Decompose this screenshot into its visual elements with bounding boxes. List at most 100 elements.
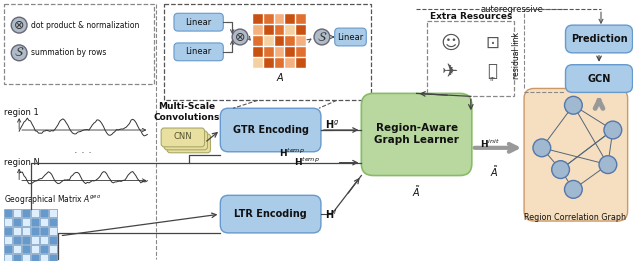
FancyBboxPatch shape bbox=[566, 25, 632, 53]
Bar bbox=[13, 209, 21, 217]
FancyBboxPatch shape bbox=[174, 13, 223, 31]
Bar bbox=[49, 227, 56, 235]
Text: ✈: ✈ bbox=[442, 61, 458, 80]
Circle shape bbox=[604, 121, 621, 139]
Text: LTR Encoding: LTR Encoding bbox=[234, 209, 307, 219]
Bar bbox=[31, 236, 39, 244]
Text: $\mathbf{H}^{temp}$: $\mathbf{H}^{temp}$ bbox=[280, 146, 305, 159]
Text: $\otimes$: $\otimes$ bbox=[13, 19, 25, 32]
Bar bbox=[164, 4, 371, 100]
FancyBboxPatch shape bbox=[524, 89, 628, 221]
Circle shape bbox=[552, 161, 570, 178]
Text: region 1: region 1 bbox=[4, 108, 39, 117]
FancyBboxPatch shape bbox=[220, 108, 321, 152]
Circle shape bbox=[564, 181, 582, 198]
Text: region N: region N bbox=[4, 158, 40, 167]
Bar bbox=[253, 14, 263, 24]
Text: $\mathbf{H}^{init}$: $\mathbf{H}^{init}$ bbox=[479, 138, 499, 150]
Bar bbox=[285, 47, 295, 57]
Text: Extra Resources: Extra Resources bbox=[429, 12, 512, 21]
FancyBboxPatch shape bbox=[164, 131, 207, 150]
Bar bbox=[49, 245, 56, 253]
Circle shape bbox=[232, 29, 248, 45]
Bar bbox=[4, 4, 154, 84]
Text: ⊡: ⊡ bbox=[486, 34, 499, 52]
Text: $\mathbf{H}^g$: $\mathbf{H}^g$ bbox=[325, 119, 339, 131]
Bar bbox=[4, 236, 12, 244]
Bar bbox=[264, 25, 273, 35]
Bar bbox=[296, 58, 306, 68]
Text: A: A bbox=[276, 73, 284, 83]
Bar bbox=[22, 254, 30, 261]
Bar bbox=[49, 218, 56, 226]
Bar bbox=[13, 218, 21, 226]
FancyBboxPatch shape bbox=[362, 93, 472, 176]
Text: Region Correlation Graph: Region Correlation Graph bbox=[524, 212, 627, 222]
FancyBboxPatch shape bbox=[220, 195, 321, 233]
Text: summation by rows: summation by rows bbox=[31, 48, 106, 57]
Bar bbox=[49, 209, 56, 217]
Bar bbox=[264, 47, 273, 57]
Bar bbox=[285, 25, 295, 35]
Bar bbox=[13, 245, 21, 253]
Bar bbox=[40, 245, 48, 253]
Bar bbox=[22, 254, 30, 261]
FancyBboxPatch shape bbox=[566, 65, 632, 92]
Bar bbox=[264, 58, 273, 68]
Bar bbox=[31, 245, 39, 253]
Text: Region-Aware
Graph Learner: Region-Aware Graph Learner bbox=[374, 123, 459, 145]
Bar bbox=[275, 36, 284, 46]
Text: $\mathbf{H}^l$: $\mathbf{H}^l$ bbox=[325, 207, 337, 221]
Bar bbox=[4, 236, 12, 244]
Bar bbox=[31, 236, 39, 244]
Bar bbox=[4, 218, 12, 226]
Text: $\mathcal{S}$: $\mathcal{S}$ bbox=[14, 46, 24, 59]
Text: $\tilde{A}$: $\tilde{A}$ bbox=[490, 164, 499, 179]
Bar bbox=[22, 236, 30, 244]
Bar bbox=[31, 245, 39, 253]
Text: Prediction: Prediction bbox=[571, 34, 627, 44]
Bar bbox=[4, 254, 12, 261]
Bar bbox=[13, 209, 21, 217]
Bar bbox=[31, 227, 39, 235]
Bar bbox=[40, 236, 48, 244]
Bar bbox=[13, 227, 21, 235]
Text: GTR Encoding: GTR Encoding bbox=[232, 125, 308, 135]
Bar bbox=[296, 47, 306, 57]
Circle shape bbox=[314, 29, 330, 45]
Text: ⛅: ⛅ bbox=[488, 62, 497, 80]
Bar bbox=[264, 36, 273, 46]
Bar bbox=[22, 218, 30, 226]
Text: Multi-Scale
Convolutions: Multi-Scale Convolutions bbox=[154, 102, 220, 122]
Circle shape bbox=[564, 96, 582, 114]
Text: Linear: Linear bbox=[186, 47, 212, 56]
Bar bbox=[49, 209, 56, 217]
Bar bbox=[31, 218, 39, 226]
Bar bbox=[428, 21, 514, 96]
Text: Geographical Matrix $A^{geo}$: Geographical Matrix $A^{geo}$ bbox=[4, 193, 102, 206]
FancyBboxPatch shape bbox=[174, 43, 223, 61]
FancyBboxPatch shape bbox=[161, 128, 205, 147]
Bar bbox=[40, 236, 48, 244]
Bar bbox=[49, 245, 56, 253]
Bar bbox=[22, 227, 30, 235]
FancyBboxPatch shape bbox=[335, 28, 366, 46]
Text: Linear: Linear bbox=[337, 32, 364, 41]
Bar bbox=[31, 209, 39, 217]
Text: CNN: CNN bbox=[173, 132, 192, 141]
Text: GCN: GCN bbox=[588, 74, 611, 84]
Bar bbox=[4, 227, 12, 235]
Bar bbox=[4, 245, 12, 253]
Text: residual link: residual link bbox=[512, 32, 521, 79]
Text: ☺: ☺ bbox=[440, 34, 460, 52]
Bar bbox=[40, 227, 48, 235]
Text: $\mathcal{S}$: $\mathcal{S}$ bbox=[317, 30, 327, 43]
Bar bbox=[40, 218, 48, 226]
Text: rr: rr bbox=[490, 75, 495, 81]
Bar bbox=[285, 14, 295, 24]
FancyBboxPatch shape bbox=[167, 134, 211, 153]
Bar bbox=[22, 227, 30, 235]
Text: $\mathbf{H}^{temp}$: $\mathbf{H}^{temp}$ bbox=[294, 155, 320, 168]
Bar bbox=[40, 218, 48, 226]
Bar bbox=[40, 209, 48, 217]
